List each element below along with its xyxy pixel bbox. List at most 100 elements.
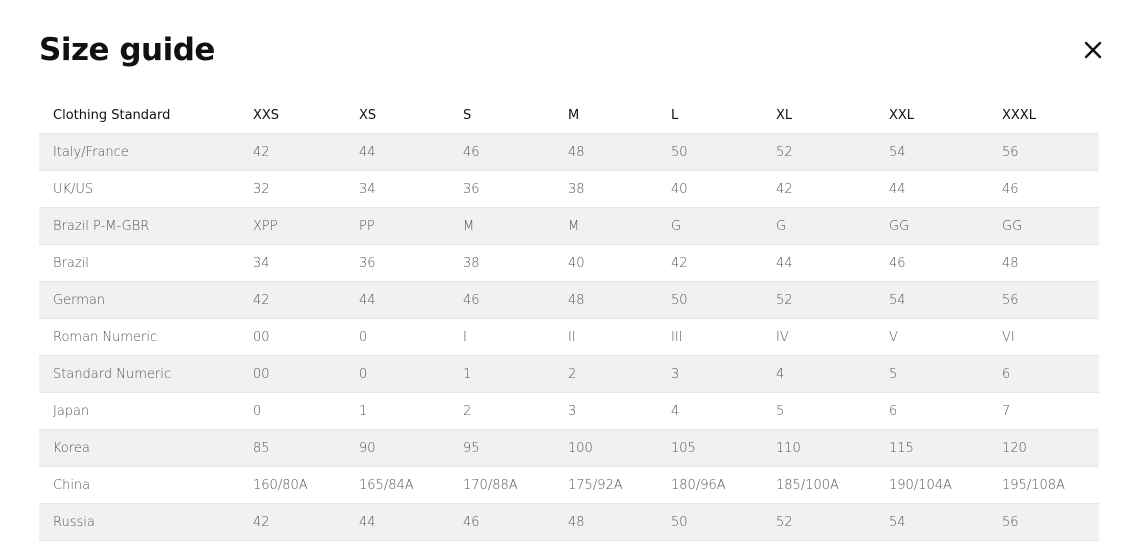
size-cell: 44: [345, 281, 449, 319]
column-header-size: XL: [762, 97, 875, 134]
size-cell: 2: [554, 355, 657, 393]
row-label: Japan: [39, 392, 239, 430]
size-cell: 34: [239, 244, 345, 282]
size-cell: 5: [875, 355, 988, 393]
size-cell: 54: [875, 281, 988, 319]
size-cell: 0: [239, 392, 345, 430]
size-cell: GG: [988, 207, 1099, 245]
size-cell: 44: [875, 170, 988, 208]
size-cell: 195/108A: [988, 466, 1099, 504]
row-label: UK/US: [39, 170, 239, 208]
size-cell: 48: [554, 281, 657, 319]
size-cell: 48: [554, 133, 657, 171]
size-cell: 6: [875, 392, 988, 430]
column-header-size: L: [657, 97, 762, 134]
size-cell: VI: [988, 318, 1099, 356]
size-cell: M: [554, 207, 657, 245]
row-label: German: [39, 281, 239, 319]
size-cell: 56: [988, 503, 1099, 541]
size-cell: 3: [657, 355, 762, 393]
size-cell: IV: [762, 318, 875, 356]
size-cell: 160/80A: [239, 466, 345, 504]
size-cell: 36: [449, 170, 554, 208]
size-cell: 95: [449, 429, 554, 467]
size-cell: 3: [554, 392, 657, 430]
size-cell: 115: [875, 429, 988, 467]
size-cell: 40: [554, 244, 657, 282]
size-cell: 46: [449, 133, 554, 171]
size-cell: 50: [657, 133, 762, 171]
size-cell: 0: [345, 318, 449, 356]
close-x-icon: [1084, 41, 1102, 59]
size-cell: 42: [239, 133, 345, 171]
size-cell: M: [449, 207, 554, 245]
column-header-size: XS: [345, 97, 449, 134]
size-cell: 110: [762, 429, 875, 467]
size-cell: V: [875, 318, 988, 356]
size-cell: 44: [762, 244, 875, 282]
row-label: Italy/France: [39, 133, 239, 171]
size-cell: 100: [554, 429, 657, 467]
table-row: China 160/80A 165/84A 170/88A 175/92A 180/96A…: [39, 466, 1099, 504]
column-header-size: XXL: [875, 97, 988, 134]
row-label: Roman Numeric: [39, 318, 239, 356]
size-cell: G: [762, 207, 875, 245]
size-cell: 7: [988, 392, 1099, 430]
row-label: Russia: [39, 503, 239, 541]
size-cell: 34: [345, 170, 449, 208]
size-cell: II: [554, 318, 657, 356]
size-cell: 170/88A: [449, 466, 554, 504]
table-row: Brazil 34 36 38 40 42 44 46 48: [39, 244, 1099, 282]
size-cell: 52: [762, 133, 875, 171]
size-cell: 1: [345, 392, 449, 430]
table-row: Standard Numeric 00 0 1 2 3 4 5 6: [39, 355, 1099, 393]
size-cell: I: [449, 318, 554, 356]
size-cell: 50: [657, 281, 762, 319]
table-row: Roman Numeric 00 0 I II III IV V VI: [39, 318, 1099, 356]
row-label: Korea: [39, 429, 239, 467]
size-cell: 36: [345, 244, 449, 282]
size-cell: 52: [762, 281, 875, 319]
size-cell: 180/96A: [657, 466, 762, 504]
table-row: Italy/France 42 44 46 48 50 52 54 56: [39, 133, 1099, 171]
size-cell: 42: [657, 244, 762, 282]
row-label: Brazil P-M-GBR: [39, 207, 239, 245]
size-cell: 54: [875, 503, 988, 541]
size-cell: 54: [875, 133, 988, 171]
size-cell: 44: [345, 133, 449, 171]
size-cell: 85: [239, 429, 345, 467]
size-cell: 46: [449, 503, 554, 541]
size-cell: 5: [762, 392, 875, 430]
close-button[interactable]: [1080, 37, 1106, 63]
table-row: Japan 0 1 2 3 4 5 6 7: [39, 392, 1099, 430]
size-cell: G: [657, 207, 762, 245]
size-guide-table: Clothing Standard XXS XS S M L XL XXL XXXL Italy…: [39, 97, 1099, 541]
table-row: Brazil P-M-GBR XPP PP M M G G GG GG: [39, 207, 1099, 245]
size-cell: 105: [657, 429, 762, 467]
column-header-size: XXXL: [988, 97, 1099, 134]
size-cell: 56: [988, 281, 1099, 319]
size-cell: 32: [239, 170, 345, 208]
size-cell: III: [657, 318, 762, 356]
table-row: Korea 85 90 95 100 105 110 115 120: [39, 429, 1099, 467]
size-cell: 46: [449, 281, 554, 319]
size-cell: 190/104A: [875, 466, 988, 504]
size-cell: GG: [875, 207, 988, 245]
column-header-size: M: [554, 97, 657, 134]
row-label: Standard Numeric: [39, 355, 239, 393]
size-cell: 56: [988, 133, 1099, 171]
column-header-size: S: [449, 97, 554, 134]
size-cell: 40: [657, 170, 762, 208]
size-cell: 0: [345, 355, 449, 393]
size-cell: 4: [762, 355, 875, 393]
size-cell: 52: [762, 503, 875, 541]
size-cell: 175/92A: [554, 466, 657, 504]
size-cell: 44: [345, 503, 449, 541]
size-cell: 46: [875, 244, 988, 282]
column-header-standard: Clothing Standard: [39, 97, 239, 134]
size-cell: 48: [554, 503, 657, 541]
table-row: UK/US 32 34 36 38 40 42 44 46: [39, 170, 1099, 208]
size-cell: 38: [449, 244, 554, 282]
table-row: Russia 42 44 46 48 50 52 54 56: [39, 503, 1099, 541]
table-header-row: Clothing Standard XXS XS S M L XL XXL XXXL: [39, 97, 1099, 134]
